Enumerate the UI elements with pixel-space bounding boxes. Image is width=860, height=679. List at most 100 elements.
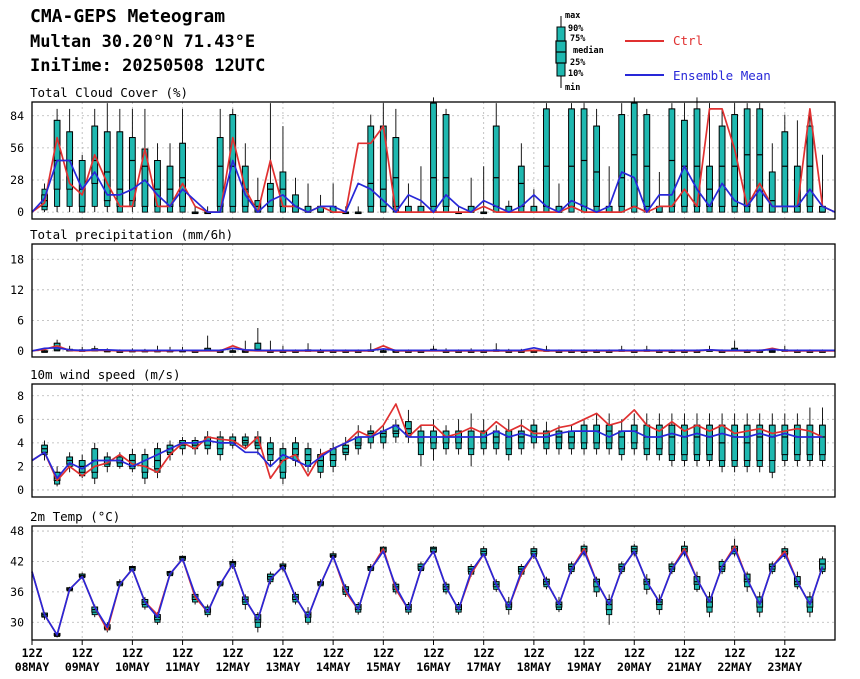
box-25-75: [505, 430, 513, 450]
box-25-75: [593, 424, 601, 444]
box-25-75: [781, 131, 789, 207]
legend-box-label: median: [573, 45, 604, 56]
box-whisker: [743, 413, 751, 473]
panel-title: Total precipitation (mm/6h): [30, 227, 233, 242]
x-tick-hour-label: 12Z: [724, 646, 745, 660]
box-whisker: [530, 546, 538, 559]
y-tick-label: 36: [10, 585, 24, 599]
x-tick-hour-label: 12Z: [373, 646, 394, 660]
box-whisker: [304, 442, 312, 473]
box-whisker: [430, 97, 437, 213]
ensemble-mean-line: [31, 346, 835, 352]
x-tick-hour-label: 12Z: [674, 646, 695, 660]
box-whisker: [768, 349, 776, 353]
box-25-75: [517, 165, 525, 207]
y-tick-label: 6: [17, 313, 24, 327]
box-whisker: [768, 143, 776, 213]
box-whisker: [379, 425, 387, 449]
panel-3: 2m Temp (°C) 30 36 42 48: [10, 509, 836, 641]
panel-title: 2m Temp (°C): [30, 509, 120, 524]
box-whisker: [530, 189, 538, 213]
y-tick-label: 28: [10, 173, 24, 187]
legend-box-label: 25%: [570, 58, 586, 68]
panel-2: 10m wind speed (m/s) 0 2 4 6 8: [17, 367, 836, 498]
legend-box-label: max: [565, 11, 580, 21]
x-tick-hour-label: 12Z: [523, 646, 544, 660]
box-whisker: [292, 436, 299, 467]
box-25-75: [467, 430, 475, 450]
y-tick-label: 0: [17, 483, 24, 497]
box-whisker: [354, 425, 362, 455]
box-25-75: [630, 424, 638, 444]
box-whisker: [128, 448, 136, 473]
x-tick-date-label: 10MAY: [115, 660, 150, 674]
box-whisker: [681, 103, 688, 213]
panel-frame: [31, 243, 836, 358]
box-25-75: [743, 108, 751, 207]
box-25-75: [693, 424, 701, 456]
box-25-75: [179, 142, 186, 207]
box-25-75: [618, 114, 626, 207]
box-whisker: [693, 97, 701, 213]
box-whisker: [480, 166, 488, 215]
y-tick-label: 48: [10, 524, 24, 538]
box-whisker: [492, 425, 500, 455]
box-whisker: [191, 206, 199, 215]
y-tick-label: 2: [17, 459, 24, 473]
x-tick-hour-label: 12Z: [273, 646, 294, 660]
box-25-75: [154, 448, 161, 470]
box-25-75: [756, 108, 764, 207]
box-whisker: [630, 413, 638, 455]
box-25-75: [706, 424, 713, 456]
x-axis-time-labels: 12Z08MAY12Z09MAY12Z10MAY12Z11MAY12Z12MAY…: [15, 640, 802, 674]
y-tick-label: 4: [17, 436, 24, 450]
box-whisker: [91, 442, 99, 485]
box-25-75: [103, 131, 111, 202]
box-whisker: [706, 413, 713, 467]
box-whisker: [492, 103, 500, 213]
x-tick-hour-label: 12Z: [122, 646, 143, 660]
box-25-75: [681, 119, 688, 207]
box-whisker: [793, 120, 801, 213]
box-whisker: [756, 413, 764, 473]
legend-box-label: min: [565, 82, 580, 93]
box-25-75: [768, 424, 776, 462]
x-tick-date-label: 13MAY: [266, 660, 301, 674]
box-whisker: [392, 419, 400, 443]
box-whisker: [179, 108, 186, 213]
x-tick-hour-label: 12Z: [222, 646, 243, 660]
box-whisker: [593, 108, 601, 213]
box-whisker: [718, 413, 726, 473]
chart-legend: max 90%75%median 25%10% min Ctrl Ensemble Mea…: [555, 11, 771, 93]
box-whisker: [618, 103, 626, 213]
box-whisker: [593, 413, 601, 455]
y-tick-label: 0: [17, 344, 24, 358]
box-25-75: [605, 424, 613, 444]
box-whisker: [580, 103, 588, 213]
box-25-75: [492, 125, 500, 207]
x-tick-hour-label: 12Z: [774, 646, 795, 660]
x-tick-hour-label: 12Z: [172, 646, 193, 660]
y-tick-label: 56: [10, 141, 24, 155]
ensemble-mean-line: [31, 424, 823, 480]
box-25-75: [442, 114, 450, 207]
x-tick-date-label: 11MAY: [165, 660, 200, 674]
x-tick-hour-label: 12Z: [473, 646, 494, 660]
box-whisker: [718, 108, 726, 213]
y-tick-label: 42: [10, 554, 24, 568]
x-tick-hour-label: 12Z: [574, 646, 595, 660]
box-whisker: [580, 419, 588, 455]
box-whisker: [568, 103, 575, 213]
box-25-75: [430, 102, 437, 207]
y-tick-label: 8: [17, 389, 24, 403]
box-25-75: [128, 137, 136, 202]
x-tick-date-label: 18MAY: [517, 660, 552, 674]
x-tick-date-label: 20MAY: [617, 660, 652, 674]
box-whisker: [241, 433, 249, 449]
box-whisker: [354, 206, 362, 215]
box-whisker: [229, 348, 237, 353]
box-25-75: [806, 424, 814, 456]
box-whisker: [216, 108, 224, 213]
legend-mean-label: Ensemble Mean: [673, 68, 771, 83]
panel-title: 10m wind speed (m/s): [30, 367, 181, 382]
